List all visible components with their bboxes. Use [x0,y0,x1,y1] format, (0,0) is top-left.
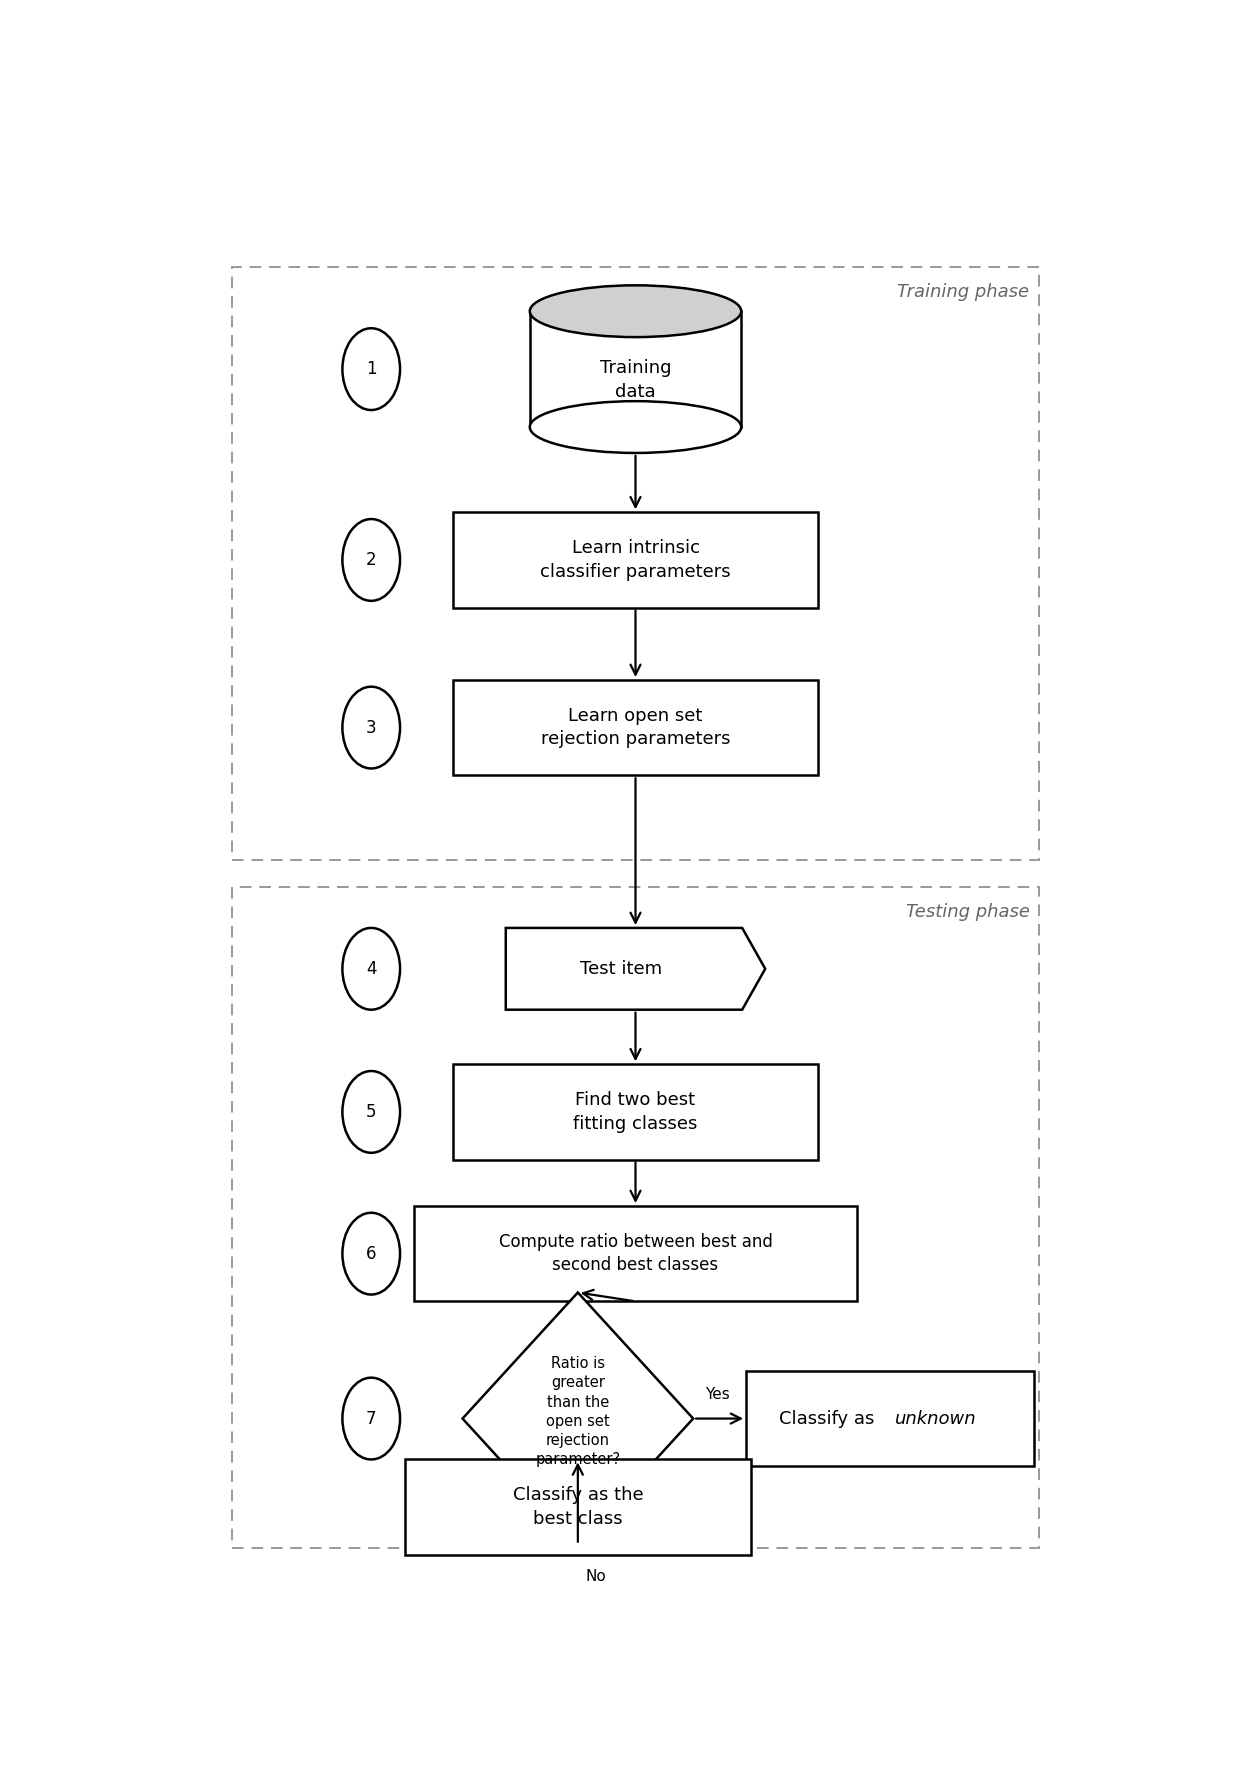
Text: 1: 1 [366,359,377,379]
Circle shape [342,1071,401,1152]
Circle shape [342,687,401,768]
Text: Yes: Yes [704,1388,729,1402]
Ellipse shape [529,402,742,453]
Text: 5: 5 [366,1103,377,1120]
Text: Classify as: Classify as [780,1409,880,1428]
Circle shape [342,327,401,411]
Circle shape [342,519,401,600]
Text: 7: 7 [366,1409,377,1428]
Bar [404,1460,750,1554]
Text: Training
data: Training data [600,359,671,400]
Bar [746,1370,1034,1466]
Bar [232,887,1039,1549]
Text: 6: 6 [366,1244,377,1262]
Text: Learn intrinsic
classifier parameters: Learn intrinsic classifier parameters [541,540,730,581]
Bar [529,312,742,427]
Bar [232,267,1039,860]
Bar [453,512,818,607]
Polygon shape [463,1292,693,1545]
Text: unknown: unknown [895,1409,977,1428]
Bar [453,680,818,775]
Text: Classify as the
best class: Classify as the best class [512,1487,644,1528]
Bar [414,1205,857,1301]
Text: 2: 2 [366,550,377,568]
Text: Compute ratio between best and
second best classes: Compute ratio between best and second be… [498,1234,773,1274]
Text: 4: 4 [366,959,377,977]
Circle shape [342,927,401,1009]
Text: Find two best
fitting classes: Find two best fitting classes [573,1090,698,1133]
Text: Test item: Test item [580,959,662,977]
Text: Training phase: Training phase [898,283,1029,301]
Circle shape [342,1212,401,1294]
Text: 3: 3 [366,719,377,736]
Circle shape [342,1377,401,1460]
Bar [453,1064,818,1159]
Text: Testing phase: Testing phase [905,903,1029,922]
Text: No: No [585,1570,606,1584]
Text: Learn open set
rejection parameters: Learn open set rejection parameters [541,706,730,749]
Polygon shape [506,927,765,1009]
Text: Ratio is
greater
than the
open set
rejection
parameter?: Ratio is greater than the open set rejec… [536,1356,620,1467]
Ellipse shape [529,285,742,336]
